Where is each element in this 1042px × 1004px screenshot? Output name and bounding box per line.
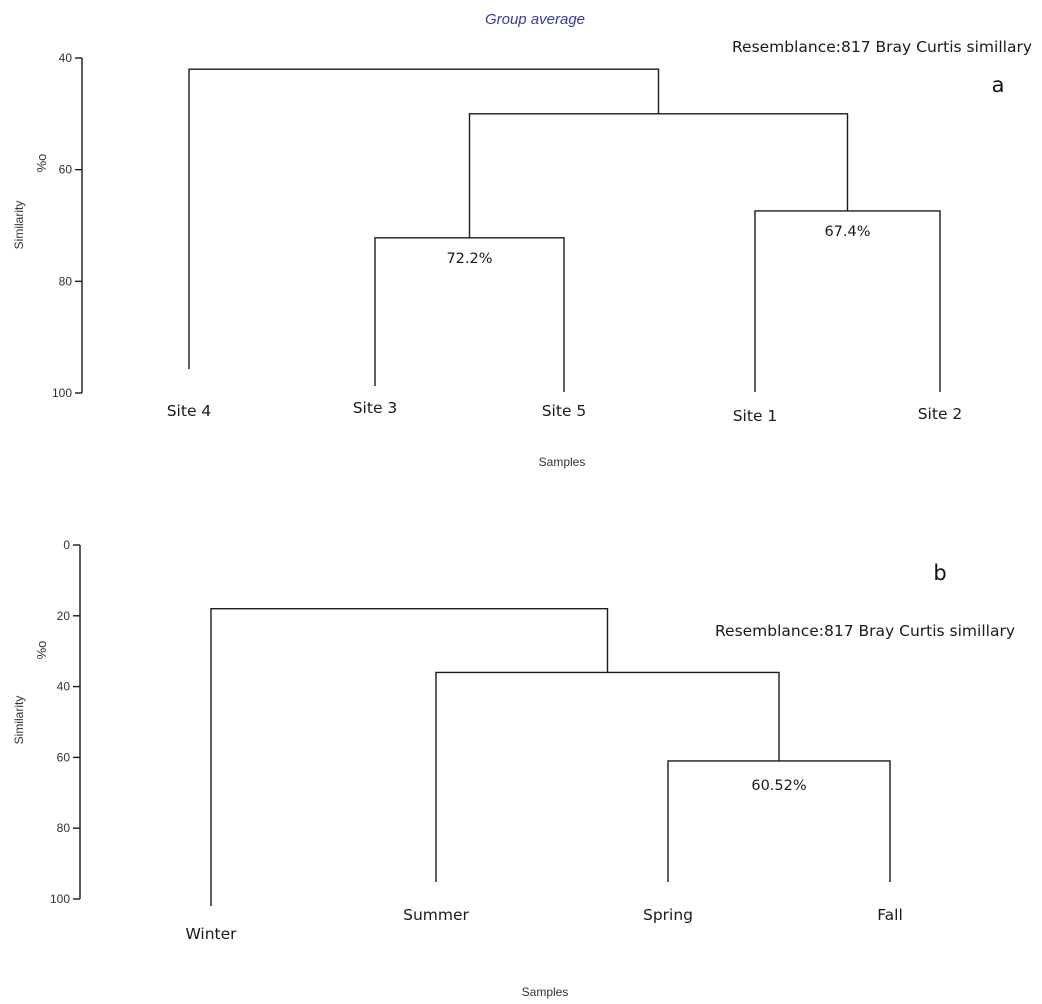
dendrogram-links [210,608,891,906]
y-axis-label: Similarity [12,696,26,745]
merge-similarity-label: 67.4% [824,224,870,240]
panel-a: Group average Resemblance:817 Bray Curti… [12,11,1032,469]
x-axis-label: Samples [522,985,569,999]
leaf-label: Site 5 [542,402,587,420]
leaf-label: Site 3 [353,399,398,417]
merge-similarity-label: 60.52% [751,778,806,794]
chart-title: Group average [485,11,585,28]
resemblance-label: Resemblance:817 Bray Curtis simillary [732,38,1032,56]
leaf-label: Site 2 [918,405,963,423]
y-tick-label: 80 [57,821,71,835]
leaf-label: Fall [877,906,903,924]
y-tick-label: 40 [57,680,71,694]
y-tick-label: 80 [59,274,73,288]
dendrogram-link [188,68,660,369]
y-axis-unit: %o [34,641,49,660]
panel-b: b Resemblance:817 Bray Curtis simillary … [12,538,1015,999]
node-labels: 60.52% [751,778,806,794]
y-tick-label: 60 [57,750,71,764]
y-tick-label: 60 [59,163,73,177]
resemblance-label: Resemblance:817 Bray Curtis simillary [715,622,1015,640]
y-axis-unit: %o [34,154,49,173]
panel-label: a [992,73,1005,97]
y-axis-ticks: 40 60 80 100 [52,51,82,400]
y-tick-label: 0 [63,538,70,552]
panel-label: b [933,561,946,585]
y-axis-ticks: 0 20 40 60 80 100 [50,538,80,906]
dendrogram-link [468,113,849,238]
y-tick-label: 40 [59,51,73,65]
y-tick-label: 20 [57,609,71,623]
leaf-label: Summer [403,906,469,924]
leaf-labels: Winter Summer Spring Fall [185,906,902,943]
y-tick-label: 100 [52,386,72,400]
leaf-label: Spring [643,906,693,924]
y-axis-label: Similarity [12,201,26,250]
merge-similarity-label: 72.2% [446,251,492,267]
leaf-label: Site 4 [167,402,212,420]
y-tick-label: 100 [50,892,70,906]
dendrogram-links [188,68,941,392]
leaf-label: Winter [185,925,237,943]
leaf-label: Site 1 [733,407,778,425]
dendrogram-link [435,671,780,882]
dendrogram-link [210,608,609,906]
leaf-labels: Site 4 Site 3 Site 5 Site 1 Site 2 [167,399,963,425]
node-labels: 72.2% 67.4% [446,224,870,267]
x-axis-label: Samples [539,455,586,469]
